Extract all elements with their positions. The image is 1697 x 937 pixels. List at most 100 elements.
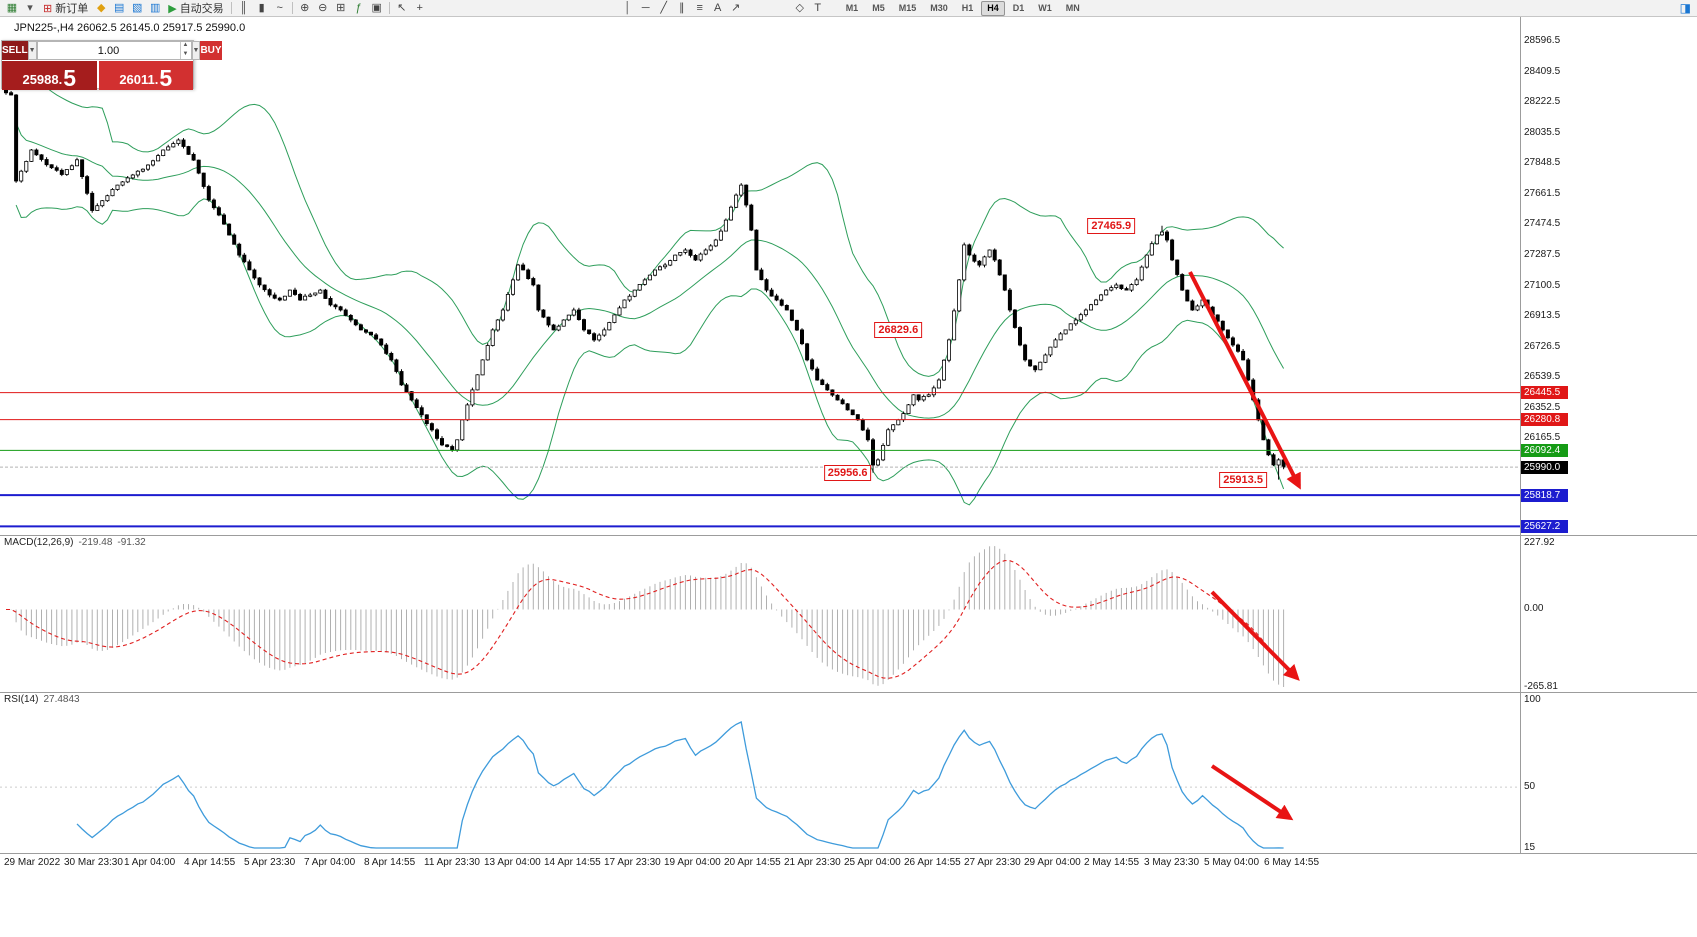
- toolbar-spacer: [827, 8, 835, 9]
- templates-icon[interactable]: ▣: [371, 1, 382, 14]
- timeframe-h4[interactable]: H4: [981, 0, 1005, 16]
- new-chart-icon[interactable]: ▦: [6, 1, 18, 14]
- price-tick-label: 26913.5: [1524, 310, 1561, 322]
- price-tick-label: 27287.5: [1524, 248, 1561, 260]
- arrows-icon[interactable]: ↗: [731, 1, 741, 14]
- crosshair-icon[interactable]: +: [416, 1, 423, 14]
- time-axis-separator: [0, 853, 1697, 854]
- time-tick-label: 7 Apr 04:00: [304, 857, 356, 868]
- chart-list-dropdown-icon[interactable]: ▾: [27, 1, 33, 14]
- timeframe-d1[interactable]: D1: [1012, 2, 1025, 13]
- price-tick-label: 26539.5: [1524, 371, 1561, 383]
- toolbar-spacer: [429, 8, 619, 9]
- price-tick-label: 28409.5: [1524, 65, 1561, 77]
- tile-windows-icon[interactable]: ⊞: [336, 1, 346, 14]
- timeframe-w1[interactable]: W1: [1038, 2, 1052, 13]
- terminal-icon[interactable]: ▥: [150, 1, 161, 14]
- rsi-line: [76, 721, 1284, 849]
- timeframe-m1[interactable]: M1: [845, 2, 859, 13]
- timeframe-m30[interactable]: M30: [930, 2, 948, 13]
- timeframe-h1[interactable]: H1: [961, 2, 974, 13]
- volume-input[interactable]: [37, 42, 180, 59]
- navigator-icon[interactable]: ▧: [132, 1, 143, 14]
- text-icon[interactable]: A: [714, 1, 722, 14]
- price-tick-label: 27474.5: [1524, 218, 1561, 230]
- time-tick-label: 29 Mar 2022: [4, 857, 61, 868]
- candle-chart-icon[interactable]: ▮: [258, 1, 265, 14]
- line-chart-icon[interactable]: ~: [276, 1, 283, 14]
- timeframe-mn[interactable]: MN: [1065, 2, 1080, 13]
- macd-histogram: [10, 546, 1285, 687]
- zoom-in-icon[interactable]: ⊕: [300, 1, 310, 14]
- new-order-button-label: 新订单: [55, 3, 89, 15]
- macd-value: -219.48: [78, 537, 113, 548]
- rsi-scale-label: 100: [1524, 694, 1541, 705]
- macd-separator[interactable]: [0, 535, 1697, 536]
- timeframe-m5[interactable]: M5: [872, 2, 885, 13]
- channel-icon[interactable]: ∥: [678, 1, 685, 14]
- rsi-separator[interactable]: [0, 692, 1697, 693]
- bar-chart-icon[interactable]: ║: [239, 1, 248, 14]
- rsi-label: RSI(14) 27.4843: [4, 694, 80, 705]
- time-tick-label: 27 Apr 23:30: [964, 857, 1021, 868]
- timeframe-group: M1 M5 M15 M30 H1 H4 D1 W1 MN: [839, 0, 1087, 16]
- price-level-badge: 25818.7: [1521, 488, 1568, 502]
- price-level-badge: 26092.4: [1521, 443, 1568, 457]
- buy-price-display[interactable]: 26011. 5: [98, 61, 193, 90]
- rsi-panel[interactable]: [0, 692, 1520, 853]
- time-tick-label: 21 Apr 23:30: [784, 857, 841, 868]
- price-tick-label: 26726.5: [1524, 340, 1561, 352]
- chart-scroll-icon[interactable]: ◨: [1679, 1, 1691, 15]
- current-price-badge: 25990.0: [1521, 460, 1568, 474]
- sell-dropdown-icon[interactable]: ▼: [27, 41, 37, 60]
- price-level-badge: 25627.2: [1521, 519, 1568, 533]
- rsi-scale-label: 50: [1524, 781, 1536, 793]
- shapes-icon[interactable]: ◇: [795, 1, 804, 14]
- favorites-icon[interactable]: ◆: [96, 1, 106, 14]
- new-order-button[interactable]: ⊞ 新订单: [39, 1, 92, 16]
- time-tick-label: 30 Mar 23:30: [64, 857, 123, 868]
- time-tick-label: 1 Apr 04:00: [124, 857, 176, 868]
- time-tick-label: 11 Apr 23:30: [424, 857, 480, 868]
- vertical-line-icon[interactable]: │: [624, 1, 632, 14]
- bollinger-bands: [15, 40, 1285, 506]
- sell-price-pip: 5: [63, 65, 77, 91]
- sell-price-display[interactable]: 25988. 5: [2, 61, 97, 90]
- price-tick-label: 27100.5: [1524, 279, 1561, 291]
- time-tick-label: 5 May 04:00: [1204, 857, 1260, 868]
- volume-step-down-icon[interactable]: ▼: [182, 50, 189, 57]
- timeframe-m15[interactable]: M15: [898, 2, 917, 13]
- indicators-icon[interactable]: ƒ: [355, 1, 362, 14]
- time-tick-label: 19 Apr 04:00: [664, 857, 721, 868]
- market-watch-icon[interactable]: ▤: [114, 1, 125, 14]
- zoom-out-icon[interactable]: ⊖: [318, 1, 328, 14]
- buy-price-main: 26011.: [119, 72, 159, 87]
- auto-trading-button[interactable]: ▶ 自动交易: [164, 1, 227, 16]
- buy-dropdown-icon[interactable]: ▼: [191, 41, 201, 60]
- fibonacci-icon[interactable]: ≡: [696, 1, 703, 14]
- time-tick-label: 4 Apr 14:55: [184, 857, 236, 868]
- rsi-value: 27.4843: [43, 694, 80, 705]
- price-tick-label: 27661.5: [1524, 187, 1561, 199]
- time-tick-label: 3 May 23:30: [1144, 857, 1200, 868]
- auto-trading-button-icon: ▶: [168, 2, 177, 15]
- time-tick-label: 5 Apr 23:30: [244, 857, 296, 868]
- horizontal-line-icon[interactable]: ─: [641, 1, 650, 14]
- price-tick-label: 28222.5: [1524, 96, 1561, 108]
- trendline-icon[interactable]: ╱: [660, 1, 667, 14]
- chart-title: JPN225-,H4 26062.5 26145.0 25917.5 25990…: [14, 22, 245, 34]
- macd-scale-label: 0.00: [1524, 603, 1544, 615]
- price-axis-separator: [1520, 16, 1521, 854]
- macd-signal-line: [6, 560, 1285, 679]
- sell-button[interactable]: SELL: [2, 41, 28, 60]
- buy-button[interactable]: BUY: [200, 41, 222, 60]
- price-level-badge: 26445.5: [1521, 386, 1568, 400]
- support-resistance-lines[interactable]: [0, 392, 1520, 528]
- main-chart[interactable]: [0, 16, 1520, 535]
- volume-step-up-icon[interactable]: ▲: [182, 42, 189, 48]
- font-icon[interactable]: T: [814, 1, 822, 14]
- time-tick-label: 26 Apr 14:55: [904, 857, 961, 868]
- macd-panel[interactable]: [0, 535, 1520, 692]
- cursor-icon[interactable]: ↖: [397, 1, 407, 14]
- volume-stepper[interactable]: ▲ ▼: [179, 42, 191, 59]
